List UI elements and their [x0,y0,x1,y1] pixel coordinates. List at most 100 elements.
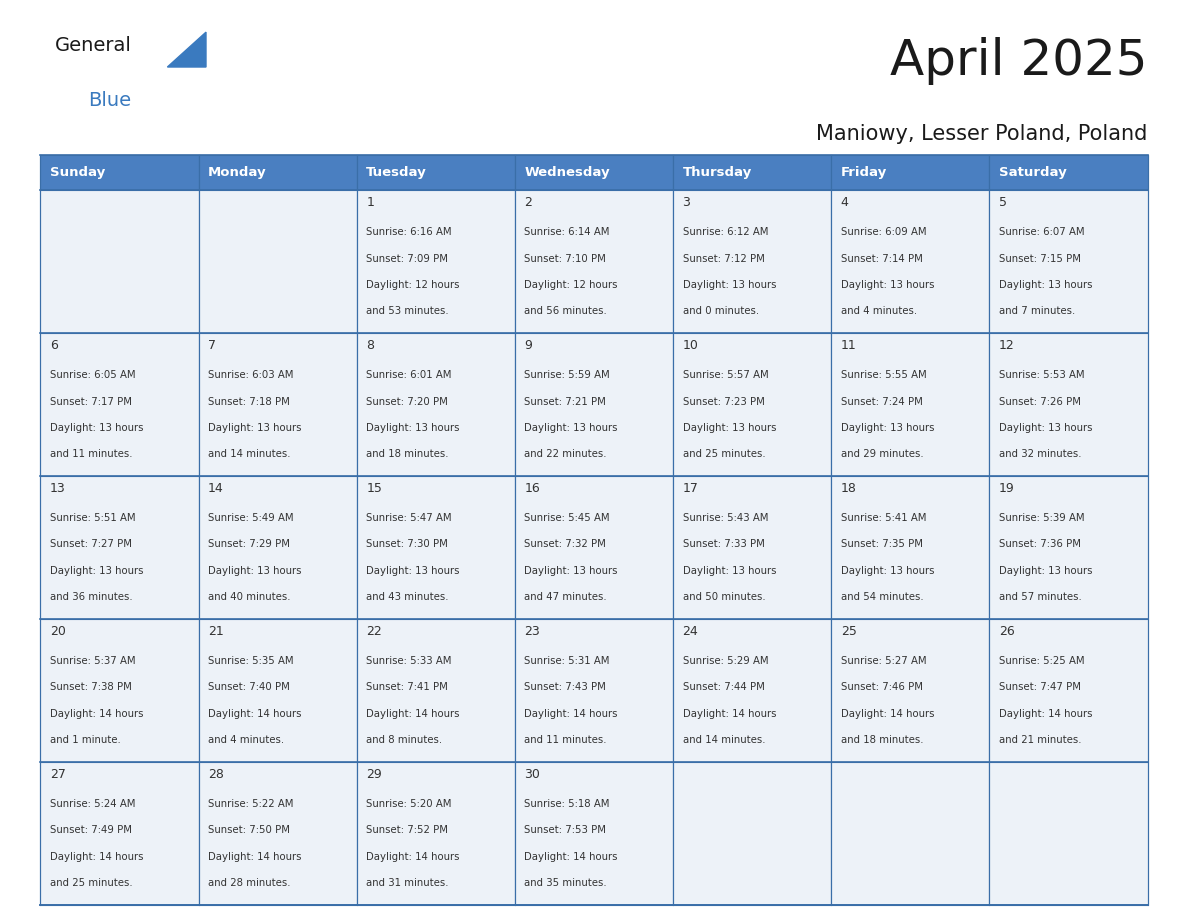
Text: and 7 minutes.: and 7 minutes. [999,307,1075,317]
Text: and 25 minutes.: and 25 minutes. [683,450,765,459]
Text: Daylight: 13 hours: Daylight: 13 hours [366,423,460,433]
Text: Sunrise: 5:20 AM: Sunrise: 5:20 AM [366,799,451,809]
Text: and 8 minutes.: and 8 minutes. [366,735,442,745]
Text: Sunrise: 6:09 AM: Sunrise: 6:09 AM [841,227,927,237]
Text: Sunrise: 6:05 AM: Sunrise: 6:05 AM [50,370,135,380]
Text: Sunset: 7:10 PM: Sunset: 7:10 PM [524,253,606,263]
Text: and 1 minute.: and 1 minute. [50,735,121,745]
Bar [356,190,514,333]
Text: and 57 minutes.: and 57 minutes. [999,592,1082,602]
Text: Daylight: 14 hours: Daylight: 14 hours [999,709,1093,719]
Bar [40,762,198,905]
Text: Sunset: 7:43 PM: Sunset: 7:43 PM [524,682,606,692]
Text: and 29 minutes.: and 29 minutes. [841,450,923,459]
Text: Sunrise: 6:14 AM: Sunrise: 6:14 AM [524,227,609,237]
Text: Sunset: 7:17 PM: Sunset: 7:17 PM [50,397,132,407]
Text: and 53 minutes.: and 53 minutes. [366,307,449,317]
Text: and 14 minutes.: and 14 minutes. [683,735,765,745]
Text: Daylight: 14 hours: Daylight: 14 hours [524,709,618,719]
Text: 21: 21 [208,625,223,638]
Text: 9: 9 [524,340,532,353]
Text: Sunrise: 5:49 AM: Sunrise: 5:49 AM [208,513,293,523]
Text: Daylight: 13 hours: Daylight: 13 hours [999,423,1093,433]
Text: 10: 10 [683,340,699,353]
Text: 23: 23 [524,625,541,638]
Text: 3: 3 [683,196,690,209]
Text: and 22 minutes.: and 22 minutes. [524,450,607,459]
Text: 22: 22 [366,625,383,638]
Text: 4: 4 [841,196,848,209]
Text: Sunset: 7:12 PM: Sunset: 7:12 PM [683,253,764,263]
Text: Sunrise: 6:03 AM: Sunrise: 6:03 AM [208,370,293,380]
Text: Sunset: 7:35 PM: Sunset: 7:35 PM [841,540,923,550]
Text: 24: 24 [683,625,699,638]
Text: and 14 minutes.: and 14 minutes. [208,450,291,459]
Bar [40,476,198,620]
Text: Sunset: 7:41 PM: Sunset: 7:41 PM [366,682,448,692]
Text: Sunrise: 5:18 AM: Sunrise: 5:18 AM [524,799,609,809]
Bar [356,333,514,476]
Text: and 32 minutes.: and 32 minutes. [999,450,1081,459]
Bar [40,333,198,476]
Text: Daylight: 13 hours: Daylight: 13 hours [524,423,618,433]
Text: Maniowy, Lesser Poland, Poland: Maniowy, Lesser Poland, Poland [816,124,1148,143]
Text: 20: 20 [50,625,65,638]
Text: 2: 2 [524,196,532,209]
Text: Sunset: 7:33 PM: Sunset: 7:33 PM [683,540,764,550]
Text: and 50 minutes.: and 50 minutes. [683,592,765,602]
Text: and 0 minutes.: and 0 minutes. [683,307,759,317]
Text: 14: 14 [208,482,223,496]
Text: Sunset: 7:29 PM: Sunset: 7:29 PM [208,540,290,550]
Text: Thursday: Thursday [683,166,752,179]
Text: Sunrise: 5:35 AM: Sunrise: 5:35 AM [208,656,293,666]
Bar [832,155,990,190]
Text: Daylight: 13 hours: Daylight: 13 hours [50,423,144,433]
Text: Daylight: 14 hours: Daylight: 14 hours [683,709,776,719]
Bar [514,476,674,620]
Text: Sunset: 7:46 PM: Sunset: 7:46 PM [841,682,923,692]
Text: and 11 minutes.: and 11 minutes. [50,450,132,459]
Bar [514,762,674,905]
Bar [832,762,990,905]
Text: Daylight: 14 hours: Daylight: 14 hours [524,852,618,862]
Text: Daylight: 14 hours: Daylight: 14 hours [50,709,144,719]
Text: Sunset: 7:23 PM: Sunset: 7:23 PM [683,397,764,407]
Text: 15: 15 [366,482,383,496]
Text: Daylight: 13 hours: Daylight: 13 hours [683,423,776,433]
Bar [674,476,832,620]
Bar [990,190,1148,333]
Text: Sunrise: 5:47 AM: Sunrise: 5:47 AM [366,513,451,523]
Text: Sunset: 7:40 PM: Sunset: 7:40 PM [208,682,290,692]
Text: Daylight: 14 hours: Daylight: 14 hours [366,709,460,719]
Text: Sunset: 7:14 PM: Sunset: 7:14 PM [841,253,923,263]
Text: Friday: Friday [841,166,887,179]
Text: 1: 1 [366,196,374,209]
Text: Daylight: 13 hours: Daylight: 13 hours [999,565,1093,576]
Text: 25: 25 [841,625,857,638]
Bar [514,190,674,333]
Bar [198,762,356,905]
Bar [990,155,1148,190]
Text: 26: 26 [999,625,1015,638]
Text: Saturday: Saturday [999,166,1067,179]
Text: and 31 minutes.: and 31 minutes. [366,879,449,889]
Bar [674,190,832,333]
Text: Sunset: 7:38 PM: Sunset: 7:38 PM [50,682,132,692]
Text: Daylight: 14 hours: Daylight: 14 hours [841,709,934,719]
Text: Sunset: 7:53 PM: Sunset: 7:53 PM [524,825,606,835]
Text: Sunrise: 5:53 AM: Sunrise: 5:53 AM [999,370,1085,380]
Bar [198,155,356,190]
Text: Sunrise: 5:45 AM: Sunrise: 5:45 AM [524,513,609,523]
Bar [356,155,514,190]
Bar [514,155,674,190]
Bar [198,190,356,333]
Bar [674,620,832,762]
Bar [356,762,514,905]
Text: 18: 18 [841,482,857,496]
Text: 7: 7 [208,340,216,353]
Text: General: General [55,36,132,55]
Text: Sunrise: 6:12 AM: Sunrise: 6:12 AM [683,227,769,237]
Bar [356,476,514,620]
Text: Daylight: 13 hours: Daylight: 13 hours [50,565,144,576]
Text: Sunrise: 5:39 AM: Sunrise: 5:39 AM [999,513,1085,523]
